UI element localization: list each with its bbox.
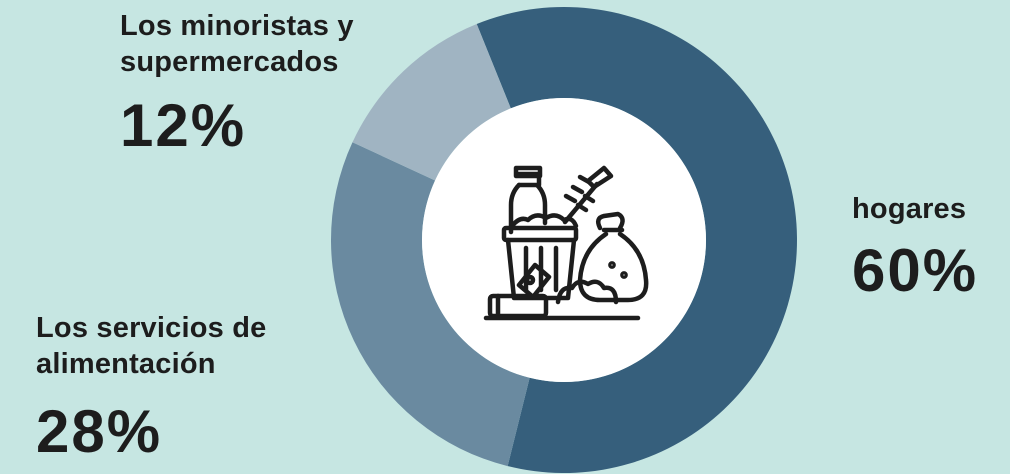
label-food-service: Los servicios de alimentación 28% — [36, 310, 266, 462]
label-food-service-value: 28% — [36, 398, 163, 465]
label-households-value: 60% — [852, 237, 979, 304]
label-households-name: hogares — [852, 193, 967, 225]
label-food-service-name: Los servicios de alimentación — [36, 312, 267, 380]
food-waste-trash-bin-icon — [483, 165, 649, 321]
slice-retail — [352, 23, 511, 181]
slice-food-service — [331, 142, 530, 467]
label-retail-name: Los minoristas y supermercados — [120, 10, 354, 78]
label-households: hogares 60% — [852, 191, 978, 301]
label-retail: Los minoristas y supermercados 12% — [120, 8, 354, 156]
label-retail-value: 12% — [120, 92, 247, 159]
donut-slices — [331, 7, 797, 473]
slice-households — [476, 7, 797, 473]
